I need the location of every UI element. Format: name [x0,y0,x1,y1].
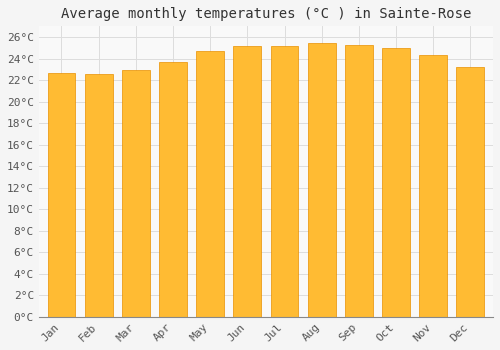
Bar [270,46,298,317]
Bar [456,67,484,317]
Bar [196,51,224,317]
Bar [345,44,373,317]
Title: Average monthly temperatures (°C ) in Sainte-Rose: Average monthly temperatures (°C ) in Sa… [60,7,471,21]
Bar [48,72,76,317]
Bar [420,55,447,317]
Bar [382,48,410,317]
Bar [84,74,112,317]
Bar [308,43,336,317]
Bar [159,62,187,317]
Bar [122,70,150,317]
Bar [234,46,262,317]
